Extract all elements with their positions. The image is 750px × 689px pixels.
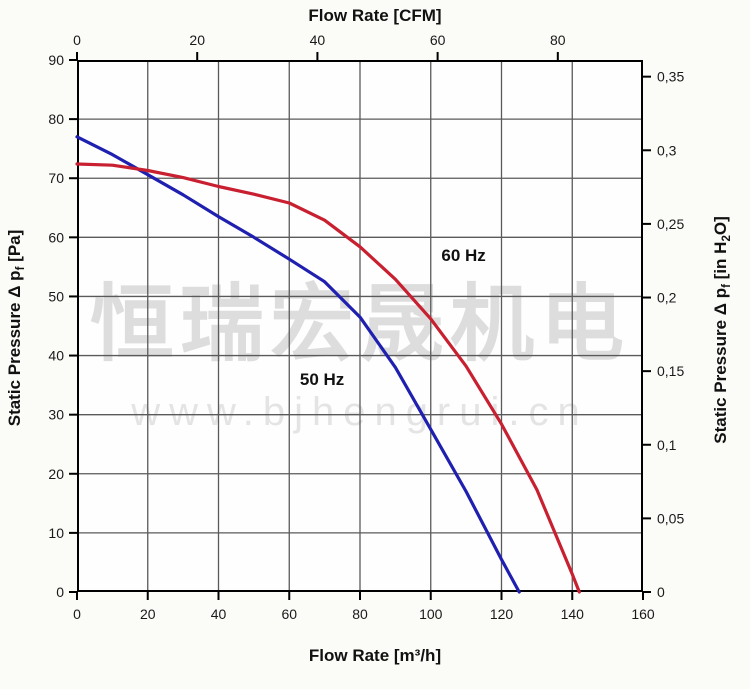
left-tick-label: 0 [56,584,64,600]
right-tick-label: 0,3 [657,142,677,158]
top-tick-label: 40 [310,32,326,48]
left-axis-title-pre: Static Pressure Δ p [4,270,24,427]
bottom-tick-label: 60 [281,606,297,622]
top-tick-label: 60 [430,32,446,48]
left-tick-label: 90 [48,52,64,68]
right-axis-title-sub2: 2 [721,235,734,242]
left-tick-label: 60 [48,229,64,245]
bottom-axis-title: Flow Rate [m³/h] [0,646,750,666]
left-axis-title-sub: f [15,266,28,271]
left-tick-label: 30 [48,407,64,423]
tick-labels: 0 20 40 60 80 100 120 140 1600102030405060708090… [48,32,684,622]
chart-plot-svg: 0 20 40 60 80 100 120 140 1600102030405060708090… [48,32,684,622]
right-axis-title: Static Pressure Δ pf [in H2O] [711,216,733,444]
bottom-tick-label: 40 [211,606,227,622]
plot-area: 恒瑞宏晟机电 www.bjhengrui.cn 0 20 40 60 80 100 120 1… [48,32,684,622]
bottom-axis-title-text: Flow Rate [m³/h] [308,646,442,665]
left-tick-label: 20 [48,466,64,482]
left-tick-label: 40 [48,348,64,364]
bottom-tick-label: 80 [352,606,368,622]
right-tick-label: 0,15 [657,363,684,379]
right-tick-label: 0,2 [657,290,677,306]
left-tick-label: 10 [48,525,64,541]
right-tick-label: 0,35 [657,69,684,85]
right-axis-title-pre: Static Pressure Δ p [710,287,730,444]
top-axis-title-text: Flow Rate [CFM] [308,6,442,25]
left-tick-label: 80 [48,111,64,127]
curve-label-60-hz: 60 Hz [441,246,485,265]
left-axis-title-post: [Pa] [4,229,24,267]
bottom-tick-label: 20 [140,606,156,622]
bottom-tick-label: 0 [73,606,81,622]
gridlines [77,60,643,592]
curve-50-hz [75,135,521,594]
plot-border [77,60,643,592]
top-axis-title: Flow Rate [CFM] [0,6,750,26]
right-axis-title-sub: f [721,284,734,288]
left-axis-title: Static Pressure Δ pf [Pa] [5,230,27,427]
left-tick-label: 70 [48,170,64,186]
bottom-tick-label: 140 [561,606,585,622]
right-axis-title-post: O] [710,216,730,236]
top-tick-label: 0 [73,32,81,48]
bottom-tick-label: 100 [419,606,443,622]
left-tick-label: 50 [48,288,64,304]
curve-label-50-hz: 50 Hz [300,370,344,389]
curve-60-hz [75,162,581,594]
top-tick-label: 80 [550,32,566,48]
right-tick-label: 0,05 [657,510,684,526]
top-tick-label: 20 [189,32,205,48]
right-axis-title-mid: [in H [710,241,730,285]
bottom-tick-label: 160 [631,606,655,622]
right-tick-label: 0,25 [657,216,684,232]
tick-marks [69,52,651,600]
right-tick-label: 0,1 [657,437,677,453]
right-tick-label: 0 [657,584,665,600]
bottom-tick-label: 120 [490,606,514,622]
